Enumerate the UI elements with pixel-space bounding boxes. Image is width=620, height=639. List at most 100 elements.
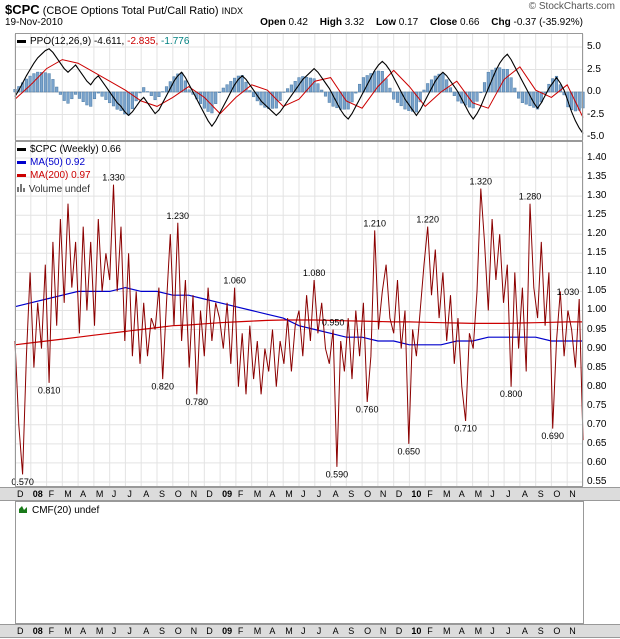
exchange-label: INDX <box>221 6 244 16</box>
chart-date: 19-Nov-2010 <box>5 17 63 28</box>
ppo-histogram-bar <box>58 91 62 95</box>
x-axis-month-label: M <box>285 626 293 636</box>
x-axis-month-label: D <box>206 489 213 499</box>
ppo-histogram-bar <box>85 91 89 106</box>
quote-high: High 3.32 <box>320 17 364 28</box>
copyright-link[interactable]: © StockCharts.com <box>528 1 615 12</box>
ppo-histogram-bar <box>305 76 309 93</box>
ppo-legend-name: PPO(12,26,9) <box>30 36 92 47</box>
quote-chg-label: Chg <box>491 17 511 28</box>
x-axis-month-label: A <box>458 626 465 636</box>
ppo-legend: PPO(12,26,9) -4.611, -2.835, -1.776 <box>17 36 189 47</box>
y-axis-label: -2.5 <box>587 109 605 120</box>
ppo-value: -4.611, <box>93 36 125 47</box>
x-axis-month-label: A <box>458 489 465 499</box>
ppo-histogram-bar <box>384 78 388 93</box>
ppo-histogram-bar <box>123 91 127 115</box>
x-axis-year-label: 10 <box>411 489 422 499</box>
y-axis-label: 2.5 <box>587 64 601 75</box>
price-legend-marker <box>17 147 26 151</box>
ma50-legend-label: MA(50) 0.92 <box>30 157 86 168</box>
y-axis-label: 0.90 <box>587 343 607 354</box>
ppo-histogram-bar <box>142 87 146 93</box>
x-axis-month-label: N <box>379 626 387 636</box>
ppo-histogram-bar <box>66 91 70 104</box>
price-annotation: 1.230 <box>167 211 190 221</box>
x-axis-month-label: D <box>206 626 213 636</box>
ppo-histogram-bar <box>267 91 271 109</box>
x-axis-month-label: F <box>237 489 244 499</box>
cmf-indicator-panel: CMF(20) undef <box>15 501 584 624</box>
x-axis-month-label: S <box>348 489 355 499</box>
y-axis-label: 1.05 <box>587 285 607 296</box>
price-annotation: 0.800 <box>500 389 523 399</box>
ppo-histogram-bar <box>558 84 562 93</box>
y-axis-label: 1.40 <box>587 152 607 163</box>
ma200-legend-label: MA(200) 0.97 <box>30 170 91 181</box>
ppo-histogram-bar <box>236 75 240 93</box>
quote-open-value: 0.42 <box>288 17 308 28</box>
ppo-histogram-bar <box>270 91 275 109</box>
x-axis-month-label: M <box>443 489 451 499</box>
ppo-histogram-bar <box>554 75 559 93</box>
quote-close-value: 0.66 <box>460 17 480 28</box>
quote-low-value: 0.17 <box>398 17 419 28</box>
price-annotation: 0.690 <box>541 431 564 441</box>
ppo-histogram-bar <box>138 91 142 94</box>
y-axis-label: -5.0 <box>587 131 605 142</box>
ppo-histogram-bar <box>441 73 445 93</box>
x-axis-month-label: M <box>64 626 72 636</box>
x-axis-month-label: F <box>48 626 55 636</box>
x-axis-month-label: J <box>301 489 306 499</box>
x-axis-month-label: A <box>80 489 87 499</box>
x-axis-month-label: J <box>301 626 306 636</box>
ppo-histogram-bar <box>426 83 430 93</box>
ppo-histogram-bar <box>240 75 244 93</box>
x-axis-month-label: S <box>348 626 355 636</box>
x-axis-month-label: D <box>395 489 403 499</box>
x-axis-month-label: D <box>17 489 24 499</box>
x-axis-month-label: M <box>253 626 262 636</box>
ma200-legend-marker <box>17 173 26 177</box>
ma50-line <box>14 286 583 346</box>
ppo-histogram-bar <box>100 91 104 97</box>
ppo-histogram-bar <box>89 91 93 107</box>
ppo-histogram-bar <box>24 78 28 93</box>
ppo-histogram-bar <box>36 71 40 93</box>
quote-open-label: Open <box>260 17 286 28</box>
ppo-histogram-bar <box>225 84 229 93</box>
x-axis-year-label: 08 <box>32 489 43 499</box>
price-chart: 0.570 0.810 1.330 0.820 1.230 0.780 1.060 1.080… <box>11 141 584 487</box>
price-annotation: 0.570 <box>11 477 34 487</box>
y-axis-label: 0.70 <box>587 419 607 430</box>
chart-header: $CPC (CBOE Options Total Put/Call Ratio) I… <box>5 1 615 17</box>
ppo-histogram-bar <box>513 87 517 93</box>
ppo-histogram-bar <box>570 91 574 111</box>
ppo-histogram-bar <box>346 91 350 110</box>
ppo-histogram-bar <box>217 91 222 93</box>
ma200-line <box>14 319 583 346</box>
ppo-histogram-bar <box>119 91 123 111</box>
x-axis-month-label: J <box>127 489 132 499</box>
x-axis-month-label: M <box>253 489 262 499</box>
ppo-histogram-bar <box>532 91 536 108</box>
price-annotation: 1.210 <box>363 218 386 228</box>
x-axis-month-label: J <box>111 489 117 499</box>
ppo-histogram-bar <box>301 76 305 93</box>
price-legend: $CPC (Weekly) 0.66 <box>17 144 121 155</box>
x-axis-month-label: S <box>159 489 166 499</box>
ma50-legend-marker <box>17 160 26 164</box>
ppo-histogram-bar <box>494 67 498 93</box>
ppo-histogram-bar <box>244 81 248 93</box>
price-annotation: 0.780 <box>186 397 209 407</box>
ppo-histogram-bar <box>482 82 487 93</box>
cmf-area-icon <box>19 504 28 516</box>
ppo-histogram-bar <box>289 84 293 93</box>
x-axis-month-label: N <box>569 489 576 499</box>
x-axis-month-label: A <box>143 626 150 636</box>
y-axis-label: 0.85 <box>587 362 607 373</box>
ppo-histogram-bar <box>342 91 346 110</box>
volume-bars-icon <box>17 183 26 195</box>
y-axis-label: 0.55 <box>587 476 607 487</box>
ppo-histogram-bar <box>475 91 479 102</box>
